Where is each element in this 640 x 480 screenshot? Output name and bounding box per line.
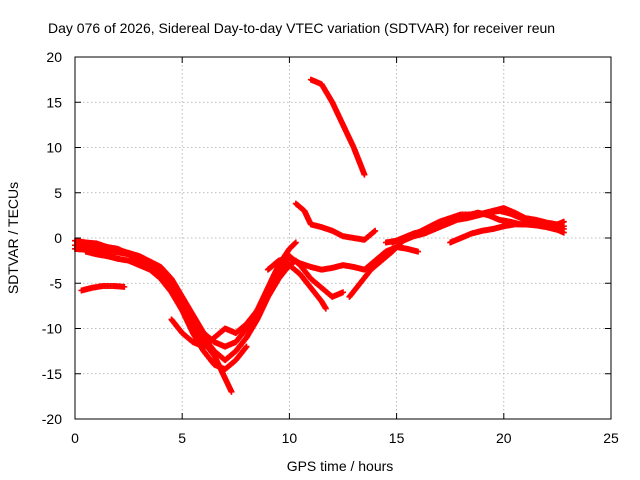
x-axis-label: GPS time / hours (287, 458, 394, 474)
chart-title: Day 076 of 2026, Sidereal Day-to-day VTE… (48, 20, 555, 36)
y-tick-label: 20 (46, 49, 62, 65)
series-arc-10 (307, 76, 368, 178)
data-point (361, 171, 368, 178)
y-tick-label: -10 (42, 321, 62, 337)
y-tick-label: 5 (54, 185, 62, 201)
axis-ticks (74, 56, 612, 420)
y-tick-label: 0 (54, 230, 62, 246)
data-point (121, 283, 128, 290)
data-point (243, 343, 250, 350)
y-tick-labels: -20 -15 -10 -5 0 5 10 15 20 (42, 49, 62, 427)
series-arc-6 (78, 282, 128, 294)
series-arc-9 (286, 262, 329, 312)
series-arc-15 (382, 205, 567, 246)
y-tick-label: 10 (46, 140, 62, 156)
y-axis-label: SDTVAR / TECUs (5, 182, 21, 294)
data-point (228, 388, 235, 395)
data-point (292, 239, 299, 246)
y-tick-label: -20 (42, 411, 62, 427)
x-tick-label: 10 (282, 430, 298, 446)
series-arc-8 (286, 253, 346, 300)
series-arc-4 (82, 248, 250, 373)
data-point (560, 218, 567, 225)
data-point (415, 248, 422, 255)
x-tick-label: 5 (178, 430, 186, 446)
x-tick-label: 25 (603, 430, 619, 446)
x-tick-labels: 0 5 10 15 20 25 (71, 430, 619, 446)
data-point (560, 229, 567, 236)
y-tick-label: 15 (46, 94, 62, 110)
data-point (372, 227, 379, 234)
data-series (72, 76, 567, 395)
data-point (340, 289, 346, 296)
data-point (322, 305, 329, 312)
x-tick-label: 15 (389, 430, 405, 446)
series-arc-14 (447, 221, 567, 246)
y-tick-label: -5 (50, 275, 63, 291)
x-tick-label: 0 (71, 430, 79, 446)
series-arc-11 (292, 200, 379, 243)
x-tick-label: 20 (496, 430, 512, 446)
y-tick-label: -15 (42, 366, 62, 382)
